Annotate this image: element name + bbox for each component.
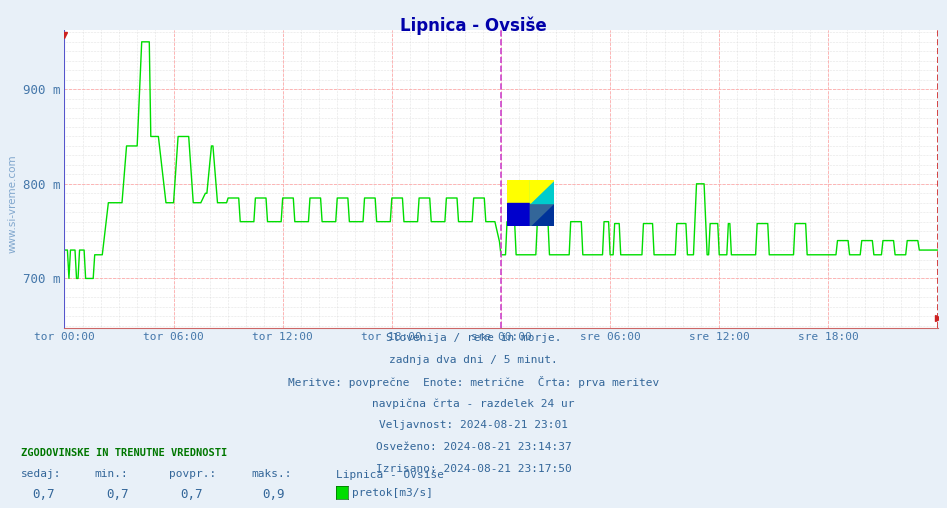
Bar — [530, 180, 554, 203]
Text: navpična črta - razdelek 24 ur: navpična črta - razdelek 24 ur — [372, 398, 575, 409]
Text: Osveženo: 2024-08-21 23:14:37: Osveženo: 2024-08-21 23:14:37 — [376, 442, 571, 452]
Text: Lipnica - Ovsiše: Lipnica - Ovsiše — [336, 469, 444, 480]
Text: min.:: min.: — [95, 469, 129, 480]
Text: Lipnica - Ovsiše: Lipnica - Ovsiše — [401, 16, 546, 35]
Text: 0,9: 0,9 — [262, 488, 285, 501]
Polygon shape — [530, 203, 554, 226]
Text: 0,7: 0,7 — [106, 488, 129, 501]
Text: sedaj:: sedaj: — [21, 469, 62, 480]
Text: ZGODOVINSKE IN TRENUTNE VREDNOSTI: ZGODOVINSKE IN TRENUTNE VREDNOSTI — [21, 448, 227, 458]
Polygon shape — [530, 180, 554, 203]
Text: pretok[m3/s]: pretok[m3/s] — [352, 488, 434, 498]
Text: 0,7: 0,7 — [180, 488, 203, 501]
Bar — [507, 180, 530, 203]
Text: Izrisano: 2024-08-21 23:17:50: Izrisano: 2024-08-21 23:17:50 — [376, 464, 571, 474]
Polygon shape — [530, 203, 554, 226]
Text: povpr.:: povpr.: — [169, 469, 216, 480]
Bar — [507, 203, 530, 226]
Text: 0,7: 0,7 — [32, 488, 55, 501]
Text: Slovenija / reke in morje.: Slovenija / reke in morje. — [385, 333, 562, 343]
Text: Veljavnost: 2024-08-21 23:01: Veljavnost: 2024-08-21 23:01 — [379, 420, 568, 430]
Text: www.si-vreme.com: www.si-vreme.com — [8, 154, 18, 252]
Text: zadnja dva dni / 5 minut.: zadnja dva dni / 5 minut. — [389, 355, 558, 365]
Polygon shape — [530, 180, 554, 203]
Text: maks.:: maks.: — [251, 469, 292, 480]
Text: Meritve: povprečne  Enote: metrične  Črta: prva meritev: Meritve: povprečne Enote: metrične Črta:… — [288, 376, 659, 389]
